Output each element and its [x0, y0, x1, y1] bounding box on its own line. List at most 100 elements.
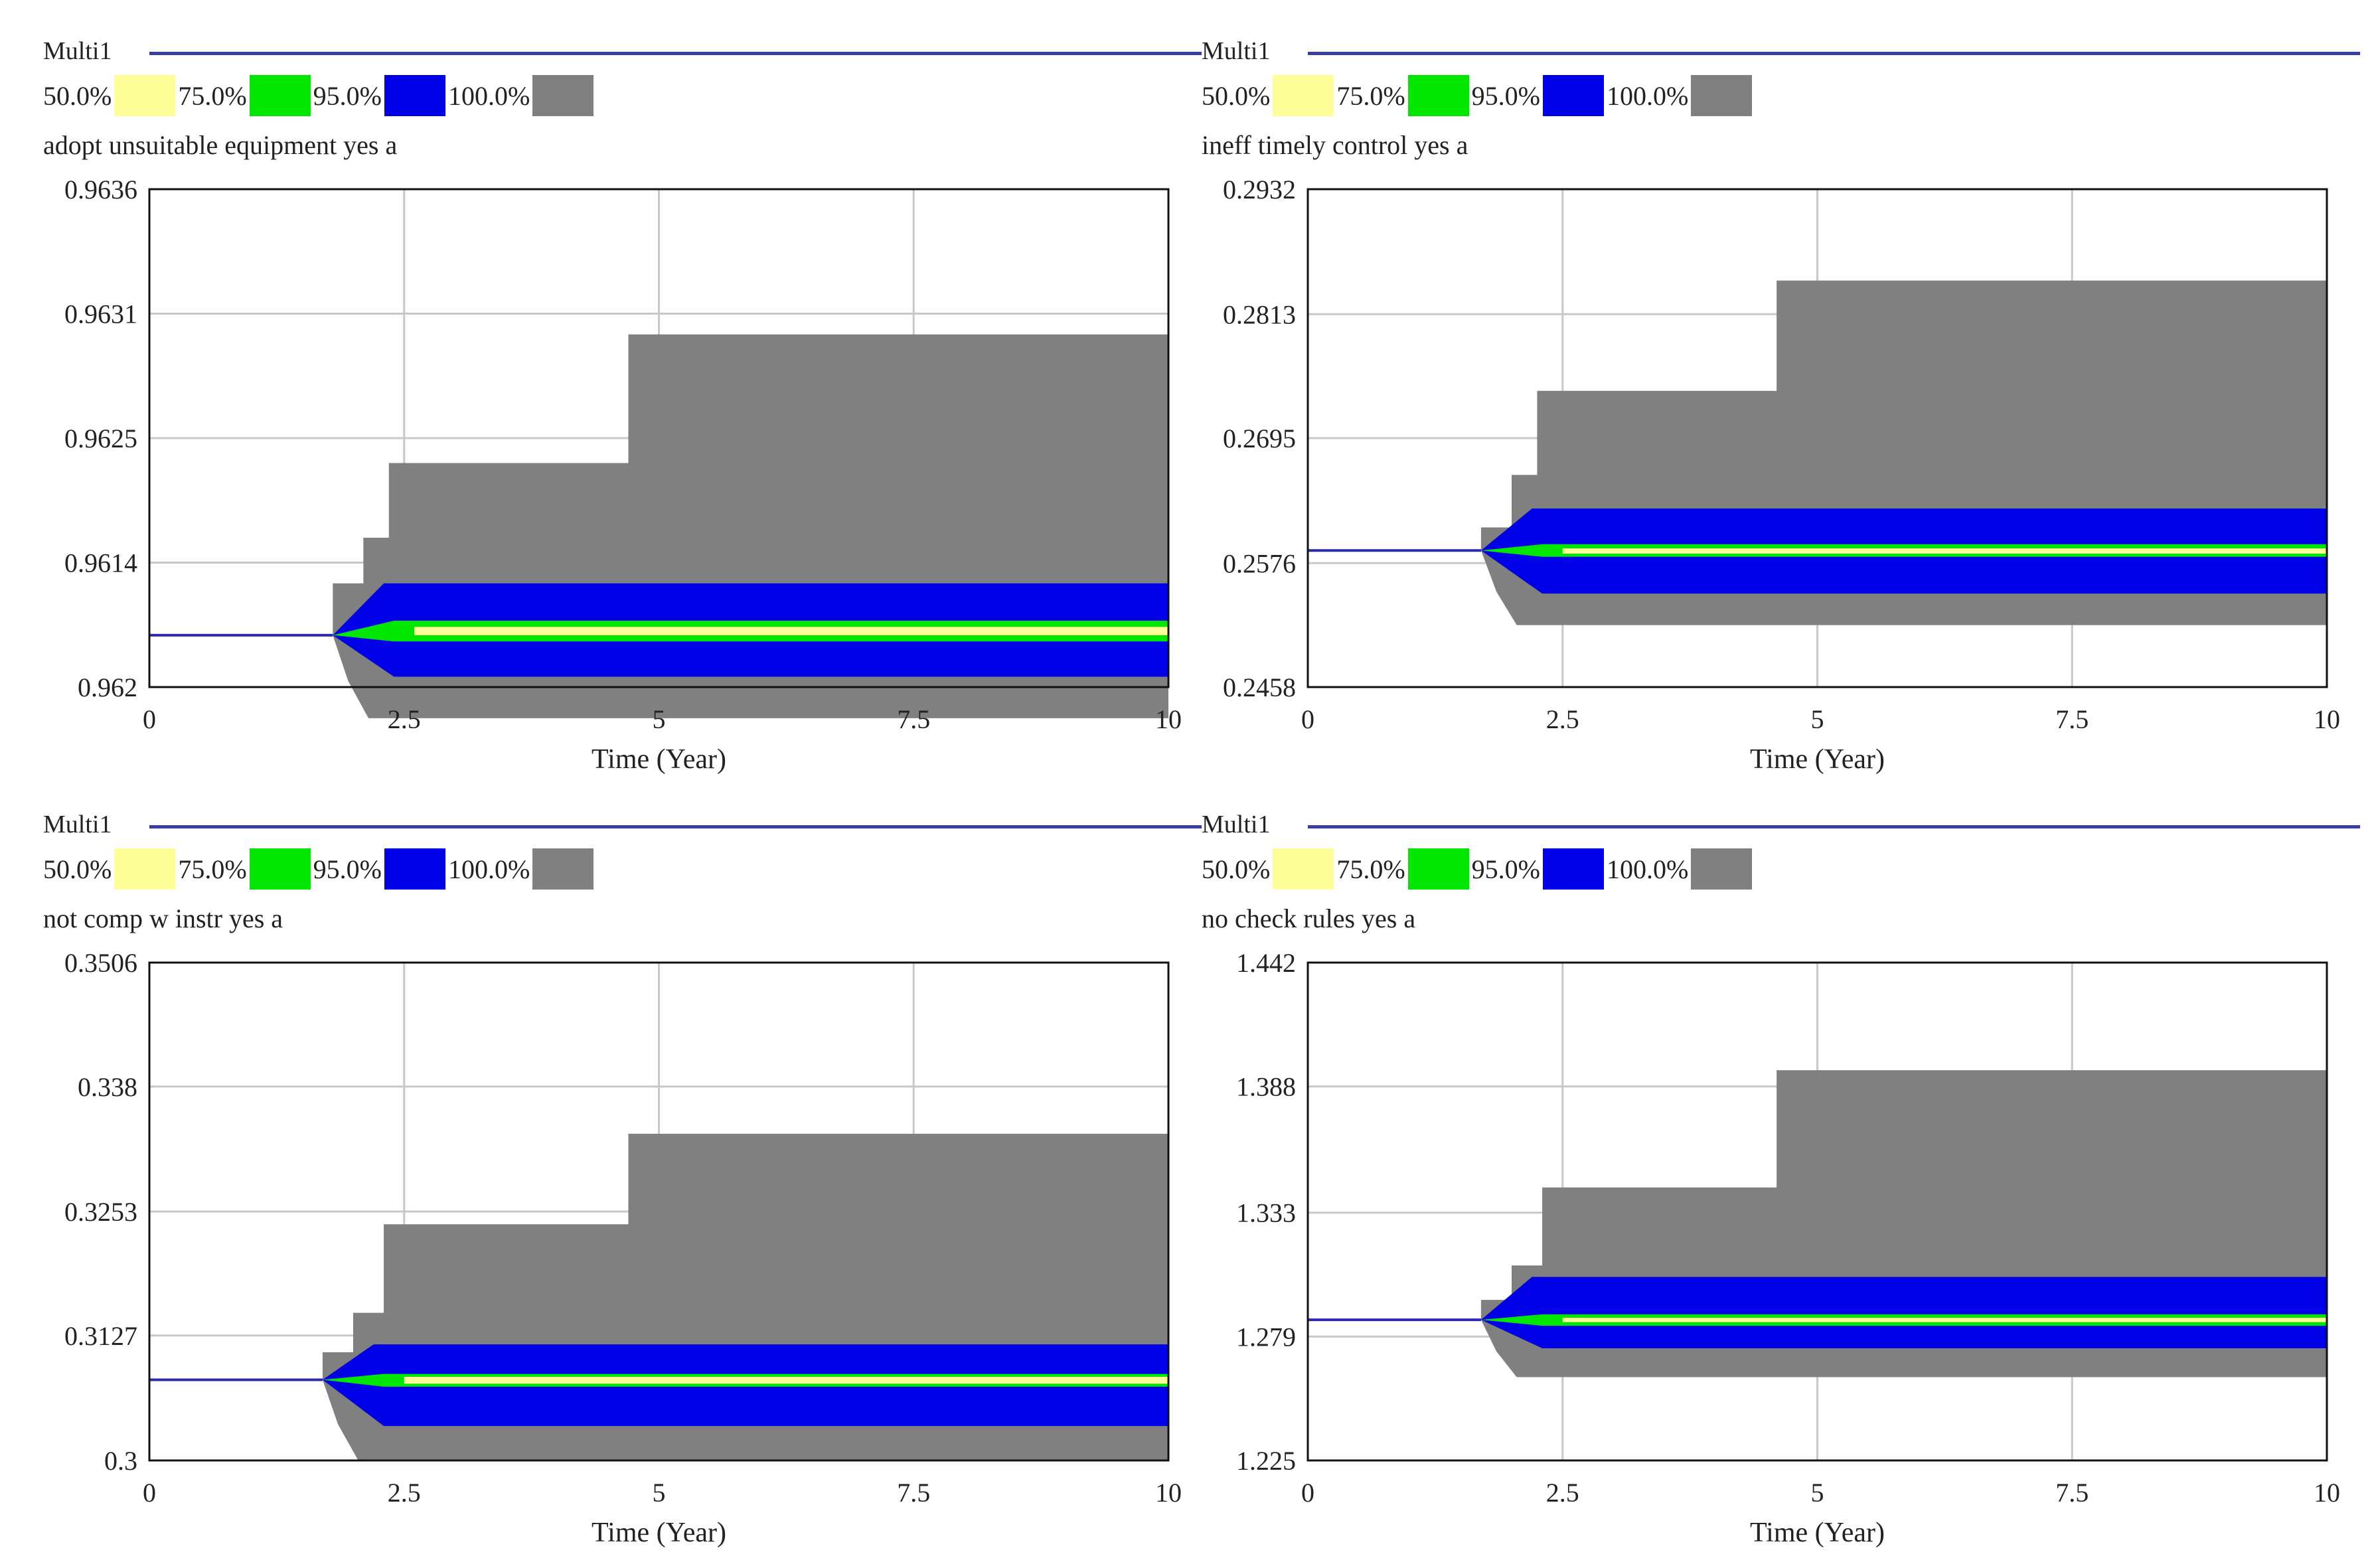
x-tick-label: 10 — [2314, 1478, 2340, 1508]
legend-swatch-50 — [114, 75, 176, 116]
variable-title: no check rules yes a — [1202, 903, 1416, 933]
legend-label-100: 100.0% — [447, 80, 530, 111]
plot-frame — [148, 961, 1170, 1462]
plot-area: 1.225 1.279 1.333 1.388 1.442 0 2.5 5 7.5 10 Time … — [1236, 948, 2340, 1548]
x-axis-label: Time (Year) — [1750, 744, 1885, 775]
y-tick-label: 0.2458 — [1223, 672, 1296, 702]
x-tick-label: 2.5 — [388, 1478, 421, 1508]
chart-panel: Multi1 50.0% 75.0% 95.0% 100.0% ineff ti… — [1192, 33, 2360, 790]
band-50-percent — [414, 627, 1168, 635]
x-tick-label: 0 — [143, 704, 156, 734]
legend-label-75: 75.0% — [1336, 854, 1405, 884]
legend-label-95: 95.0% — [313, 80, 382, 111]
band-50-percent — [1562, 548, 2327, 554]
legend-label-75: 75.0% — [178, 80, 247, 111]
x-tick-label: 7.5 — [897, 704, 930, 734]
y-tick-label: 0.9631 — [64, 299, 137, 329]
legend-swatch-50 — [1273, 848, 1334, 890]
legend-swatch-75 — [249, 75, 311, 116]
y-tick-label: 1.225 — [1236, 1446, 1296, 1476]
y-tick-label: 1.333 — [1236, 1198, 1296, 1228]
y-tick-label: 1.442 — [1236, 948, 1296, 978]
y-tick-label: 0.338 — [78, 1072, 137, 1102]
x-tick-label: 0 — [1301, 704, 1314, 734]
legend-swatch-75 — [1407, 75, 1469, 116]
y-tick-label: 0.2695 — [1223, 424, 1296, 453]
y-tick-label: 1.388 — [1236, 1072, 1296, 1102]
legend-swatch-95 — [1542, 848, 1604, 890]
legend-swatch-50 — [1273, 75, 1334, 116]
legend-swatch-95 — [384, 848, 445, 890]
x-tick-label: 10 — [1155, 1478, 1182, 1508]
legend-swatch-50 — [114, 848, 176, 890]
plot-frame — [1307, 188, 2328, 688]
x-tick-label: 0 — [1301, 1478, 1314, 1508]
x-tick-label: 5 — [1811, 704, 1824, 734]
x-tick-label: 10 — [2314, 704, 2340, 734]
plot-area: 0.962 0.9614 0.9625 0.9631 0.9636 0 2.5 5 7.5 10 T… — [64, 175, 1182, 775]
variable-title: not comp w instr yes a — [43, 903, 283, 933]
plot-frame — [148, 188, 1170, 688]
legend-swatch-100 — [1691, 848, 1753, 890]
legend-label-75: 75.0% — [178, 854, 247, 884]
x-tick-label: 7.5 — [2055, 1478, 2089, 1508]
y-tick-label: 0.962 — [78, 672, 137, 702]
legend: 50.0% 75.0% 95.0% 100.0% — [43, 75, 596, 116]
variable-title: adopt unsuitable equipment yes a — [43, 130, 398, 160]
legend-label-50: 50.0% — [1202, 854, 1271, 884]
legend-swatch-75 — [249, 848, 311, 890]
legend-label-95: 95.0% — [313, 854, 382, 884]
legend: 50.0% 75.0% 95.0% 100.0% — [1202, 848, 1755, 890]
y-tick-label: 0.3 — [104, 1446, 137, 1476]
x-tick-label: 2.5 — [388, 704, 421, 734]
legend: 50.0% 75.0% 95.0% 100.0% — [1202, 75, 1755, 116]
x-tick-label: 10 — [1155, 704, 1182, 734]
x-axis-label: Time (Year) — [1750, 1518, 1885, 1548]
x-axis-label: Time (Year) — [592, 744, 726, 775]
y-tick-label: 0.3253 — [64, 1197, 137, 1227]
band-50-percent — [404, 1377, 1168, 1384]
plot-frame — [1307, 961, 2328, 1462]
y-tick-label: 0.2932 — [1223, 175, 1296, 204]
legend-label-95: 95.0% — [1471, 80, 1540, 111]
legend-label-95: 95.0% — [1471, 854, 1540, 884]
x-axis-label: Time (Year) — [592, 1518, 726, 1548]
y-tick-label: 0.9636 — [64, 175, 137, 204]
plot-area: 0.3 0.3127 0.3253 0.338 0.3506 0 2.5 5 7.5 10 Time… — [64, 948, 1182, 1548]
legend-swatch-100 — [532, 75, 594, 116]
header-rule — [149, 825, 1202, 828]
legend-swatch-95 — [384, 75, 445, 116]
x-tick-label: 2.5 — [1546, 1478, 1579, 1508]
legend-label-100: 100.0% — [447, 854, 530, 884]
panel-header: Multi1 — [43, 811, 112, 838]
header-rule — [1308, 52, 2360, 55]
legend-label-50: 50.0% — [43, 80, 112, 111]
legend-swatch-95 — [1542, 75, 1604, 116]
header-rule — [1308, 825, 2360, 828]
panel-header: Multi1 — [43, 37, 112, 65]
legend-swatch-75 — [1407, 848, 1469, 890]
x-tick-label: 7.5 — [2055, 704, 2089, 734]
x-tick-label: 7.5 — [897, 1478, 930, 1508]
panel-header: Multi1 — [1202, 811, 1271, 838]
x-tick-label: 5 — [1811, 1478, 1824, 1508]
y-tick-label: 0.2813 — [1223, 299, 1296, 329]
x-tick-label: 0 — [143, 1478, 156, 1508]
x-tick-label: 5 — [653, 704, 666, 734]
chart-panel: Multi1 50.0% 75.0% 95.0% 100.0% adopt un… — [33, 33, 1202, 790]
panel-header: Multi1 — [1202, 37, 1271, 65]
y-tick-label: 1.279 — [1236, 1322, 1296, 1352]
chart-panel: Multi1 50.0% 75.0% 95.0% 100.0% not comp… — [33, 807, 1202, 1563]
band-95-percent — [1480, 1277, 2327, 1348]
chart-panel: Multi1 50.0% 75.0% 95.0% 100.0% no check… — [1192, 807, 2360, 1563]
band-50-percent — [1562, 1318, 2327, 1322]
header-rule — [149, 52, 1202, 55]
legend: 50.0% 75.0% 95.0% 100.0% — [43, 848, 596, 890]
legend-label-75: 75.0% — [1336, 80, 1405, 111]
legend-label-50: 50.0% — [1202, 80, 1271, 111]
legend-swatch-100 — [532, 848, 594, 890]
legend-label-50: 50.0% — [43, 854, 112, 884]
legend-label-100: 100.0% — [1606, 80, 1689, 111]
variable-title: ineff timely control yes a — [1202, 130, 1468, 160]
y-tick-label: 0.3506 — [64, 948, 137, 978]
